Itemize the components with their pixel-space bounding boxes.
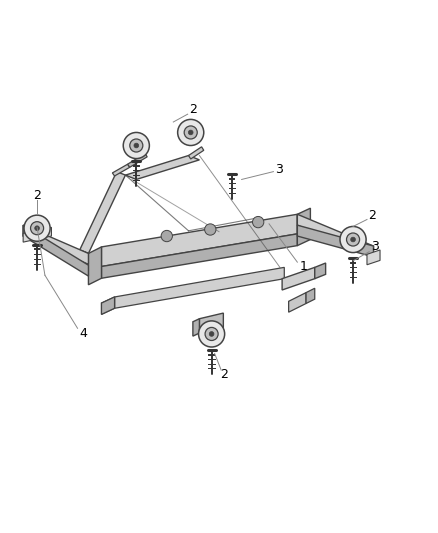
Polygon shape — [282, 268, 315, 290]
Circle shape — [346, 233, 360, 246]
Circle shape — [198, 321, 225, 347]
Polygon shape — [102, 214, 297, 266]
Text: 2: 2 — [220, 368, 228, 381]
Polygon shape — [199, 313, 223, 333]
Circle shape — [209, 332, 214, 336]
Polygon shape — [289, 293, 306, 312]
Polygon shape — [80, 172, 125, 254]
Circle shape — [24, 215, 50, 241]
Polygon shape — [315, 263, 325, 279]
Text: 2: 2 — [189, 103, 197, 116]
Circle shape — [351, 237, 355, 242]
Polygon shape — [367, 250, 380, 265]
Polygon shape — [188, 147, 204, 159]
Text: 2: 2 — [33, 189, 41, 201]
Polygon shape — [102, 297, 115, 314]
Circle shape — [188, 130, 193, 135]
Polygon shape — [297, 208, 311, 246]
Circle shape — [123, 133, 149, 158]
Polygon shape — [23, 225, 88, 276]
Polygon shape — [297, 225, 374, 257]
Circle shape — [130, 139, 143, 152]
Text: 1: 1 — [300, 260, 308, 273]
Polygon shape — [113, 164, 130, 176]
Polygon shape — [125, 156, 199, 180]
Text: 4: 4 — [79, 327, 87, 340]
Polygon shape — [127, 154, 147, 167]
Circle shape — [205, 327, 218, 341]
Circle shape — [161, 230, 173, 241]
Circle shape — [205, 224, 216, 235]
Polygon shape — [88, 247, 102, 285]
Text: 2: 2 — [368, 208, 376, 222]
Polygon shape — [297, 214, 374, 257]
Circle shape — [31, 222, 44, 235]
Text: 3: 3 — [275, 163, 283, 175]
Circle shape — [253, 216, 264, 228]
Polygon shape — [75, 250, 88, 259]
Circle shape — [184, 126, 197, 139]
Polygon shape — [102, 297, 115, 314]
Circle shape — [35, 226, 39, 231]
Polygon shape — [193, 319, 199, 336]
Polygon shape — [115, 268, 284, 308]
Polygon shape — [23, 228, 51, 242]
Circle shape — [340, 227, 366, 253]
Text: 3: 3 — [371, 240, 379, 253]
Circle shape — [134, 143, 139, 148]
Polygon shape — [306, 288, 315, 303]
Circle shape — [178, 119, 204, 146]
Polygon shape — [23, 225, 88, 264]
Polygon shape — [102, 234, 297, 278]
